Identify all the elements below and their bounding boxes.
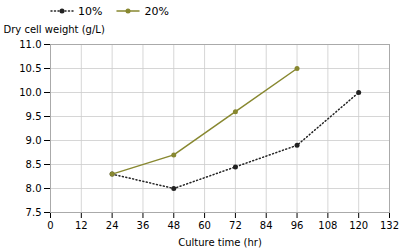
svg-text:9.0: 9.0 bbox=[26, 135, 42, 146]
svg-text:9.5: 9.5 bbox=[26, 111, 42, 122]
svg-text:48: 48 bbox=[167, 220, 180, 231]
svg-text:10.0: 10.0 bbox=[19, 87, 41, 98]
svg-text:8.0: 8.0 bbox=[26, 183, 42, 194]
svg-text:8.5: 8.5 bbox=[26, 159, 42, 170]
svg-text:11.0: 11.0 bbox=[19, 39, 41, 50]
svg-text:0: 0 bbox=[47, 220, 53, 231]
svg-text:72: 72 bbox=[229, 220, 242, 231]
svg-text:10.5: 10.5 bbox=[19, 63, 41, 74]
svg-text:120: 120 bbox=[349, 220, 368, 231]
svg-text:108: 108 bbox=[318, 220, 337, 231]
svg-text:84: 84 bbox=[260, 220, 273, 231]
svg-text:60: 60 bbox=[198, 220, 211, 231]
svg-text:Culture time (hr): Culture time (hr) bbox=[178, 237, 262, 248]
svg-text:132: 132 bbox=[380, 220, 399, 231]
html-text:20%: 20% bbox=[144, 4, 169, 18]
svg-text:12: 12 bbox=[75, 220, 88, 231]
svg-text:24: 24 bbox=[106, 220, 119, 231]
svg-text:7.5: 7.5 bbox=[26, 207, 42, 218]
svg-text:Dry cell weight (g/L): Dry cell weight (g/L) bbox=[4, 24, 105, 35]
svg-text:36: 36 bbox=[137, 220, 150, 231]
html-text:10%: 10% bbox=[78, 4, 103, 18]
svg-text:96: 96 bbox=[291, 220, 304, 231]
